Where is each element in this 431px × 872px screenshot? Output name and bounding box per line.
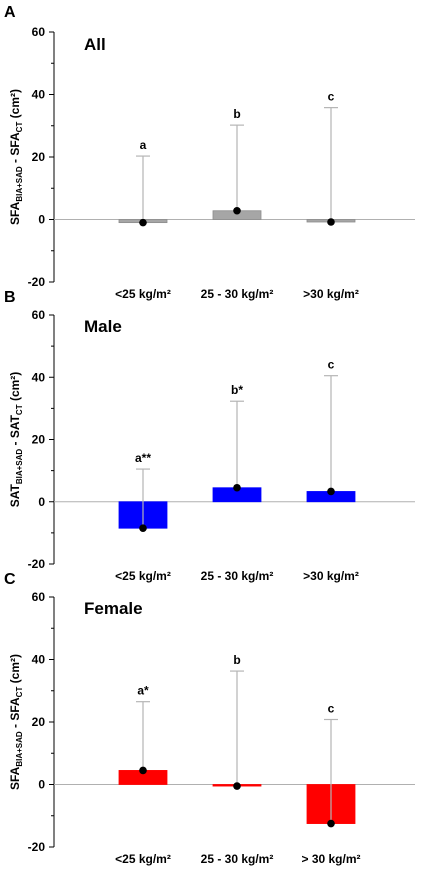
significance-label: a** — [135, 451, 151, 465]
data-point — [327, 819, 335, 828]
y-tick-label: 20 — [32, 715, 46, 729]
chart-panel-c: C Female 60 40 20 0 -20 SFABIA+SAD - SFACT (cm²… — [4, 571, 415, 866]
data-point — [233, 782, 241, 790]
x-tick-label: > 30 kg/m² — [301, 852, 360, 866]
significance-label: a — [140, 138, 147, 152]
y-axis-label-part: - SFA — [8, 697, 22, 731]
significance-label: b — [233, 107, 240, 121]
x-tick-label: 25 - 30 kg/m² — [201, 287, 274, 301]
y-axis-label-part: CT — [15, 122, 24, 133]
panel-label: B — [4, 289, 16, 306]
y-axis-label-part: (cm²) — [8, 372, 22, 405]
data-point — [139, 218, 147, 227]
y-axis-label-part: SFA — [8, 766, 22, 790]
panel-title: All — [84, 35, 106, 54]
x-tick-label: >30 kg/m² — [303, 287, 359, 301]
significance-label: b* — [231, 383, 243, 397]
y-tick-label: 60 — [32, 590, 46, 604]
y-tick-label: -20 — [28, 557, 46, 571]
y-axis-label-part: CT — [15, 404, 24, 415]
panel-title: Female — [84, 599, 143, 618]
y-axis-label-part: - SAT — [8, 414, 22, 448]
x-tick-label: 25 - 30 kg/m² — [201, 569, 274, 583]
significance-label: c — [328, 90, 335, 104]
y-tick-label: 20 — [32, 433, 46, 447]
x-tick-label: <25 kg/m² — [115, 287, 171, 301]
y-tick-label: 60 — [32, 308, 46, 322]
chart-panel-a: A All 60 40 20 0 -20 SFABIA+SAD - SFACT (cm²) a <… — [4, 4, 415, 301]
y-tick-label: 40 — [32, 370, 46, 384]
y-axis-label: SFABIA+SAD - SFACT (cm²) — [8, 654, 24, 790]
y-axis-label-part: (cm²) — [8, 654, 22, 687]
x-tick-label: 25 - 30 kg/m² — [201, 852, 274, 866]
significance-label: c — [328, 358, 335, 372]
y-tick-label: 20 — [32, 150, 46, 164]
y-tick-label: 40 — [32, 653, 46, 667]
panel-title: Male — [84, 317, 122, 336]
data-point — [327, 218, 335, 226]
y-axis-label-part: SAT — [8, 484, 22, 508]
significance-label: c — [328, 702, 335, 716]
y-tick-label: 0 — [38, 778, 45, 792]
y-axis-label-part: CT — [15, 687, 24, 698]
data-point — [139, 766, 147, 775]
y-tick-label: 40 — [32, 88, 46, 102]
data-point — [327, 487, 335, 496]
y-axis-label-part: BIA+SAD — [15, 731, 24, 767]
significance-label: a* — [137, 684, 149, 698]
data-point — [233, 483, 241, 492]
y-axis-label-part: - SFA — [8, 132, 22, 166]
y-tick-label: 0 — [38, 213, 45, 227]
y-axis-label-part: (cm²) — [8, 89, 22, 122]
data-point — [139, 524, 147, 533]
y-axis-label-part: BIA+SAD — [15, 166, 24, 202]
y-axis-label: SATBIA+SAD - SATCT (cm²) — [8, 372, 24, 508]
y-tick-label: -20 — [28, 275, 46, 289]
x-tick-label: <25 kg/m² — [115, 852, 171, 866]
y-tick-label: 60 — [32, 25, 46, 39]
y-tick-label: -20 — [28, 840, 46, 854]
y-axis-label-part: SFA — [8, 201, 22, 225]
x-tick-label: <25 kg/m² — [115, 569, 171, 583]
y-axis-label: SFABIA+SAD - SFACT (cm²) — [8, 89, 24, 225]
panel-label: A — [4, 4, 16, 21]
chart-panel-b: B Male 60 40 20 0 -20 SATBIA+SAD - SATCT (cm²) a… — [4, 289, 415, 583]
y-tick-label: 0 — [38, 495, 45, 509]
y-axis-label-part: BIA+SAD — [15, 449, 24, 485]
significance-label: b — [233, 653, 240, 667]
data-point — [233, 206, 241, 215]
x-tick-label: >30 kg/m² — [303, 569, 359, 583]
panel-label: C — [4, 571, 16, 588]
